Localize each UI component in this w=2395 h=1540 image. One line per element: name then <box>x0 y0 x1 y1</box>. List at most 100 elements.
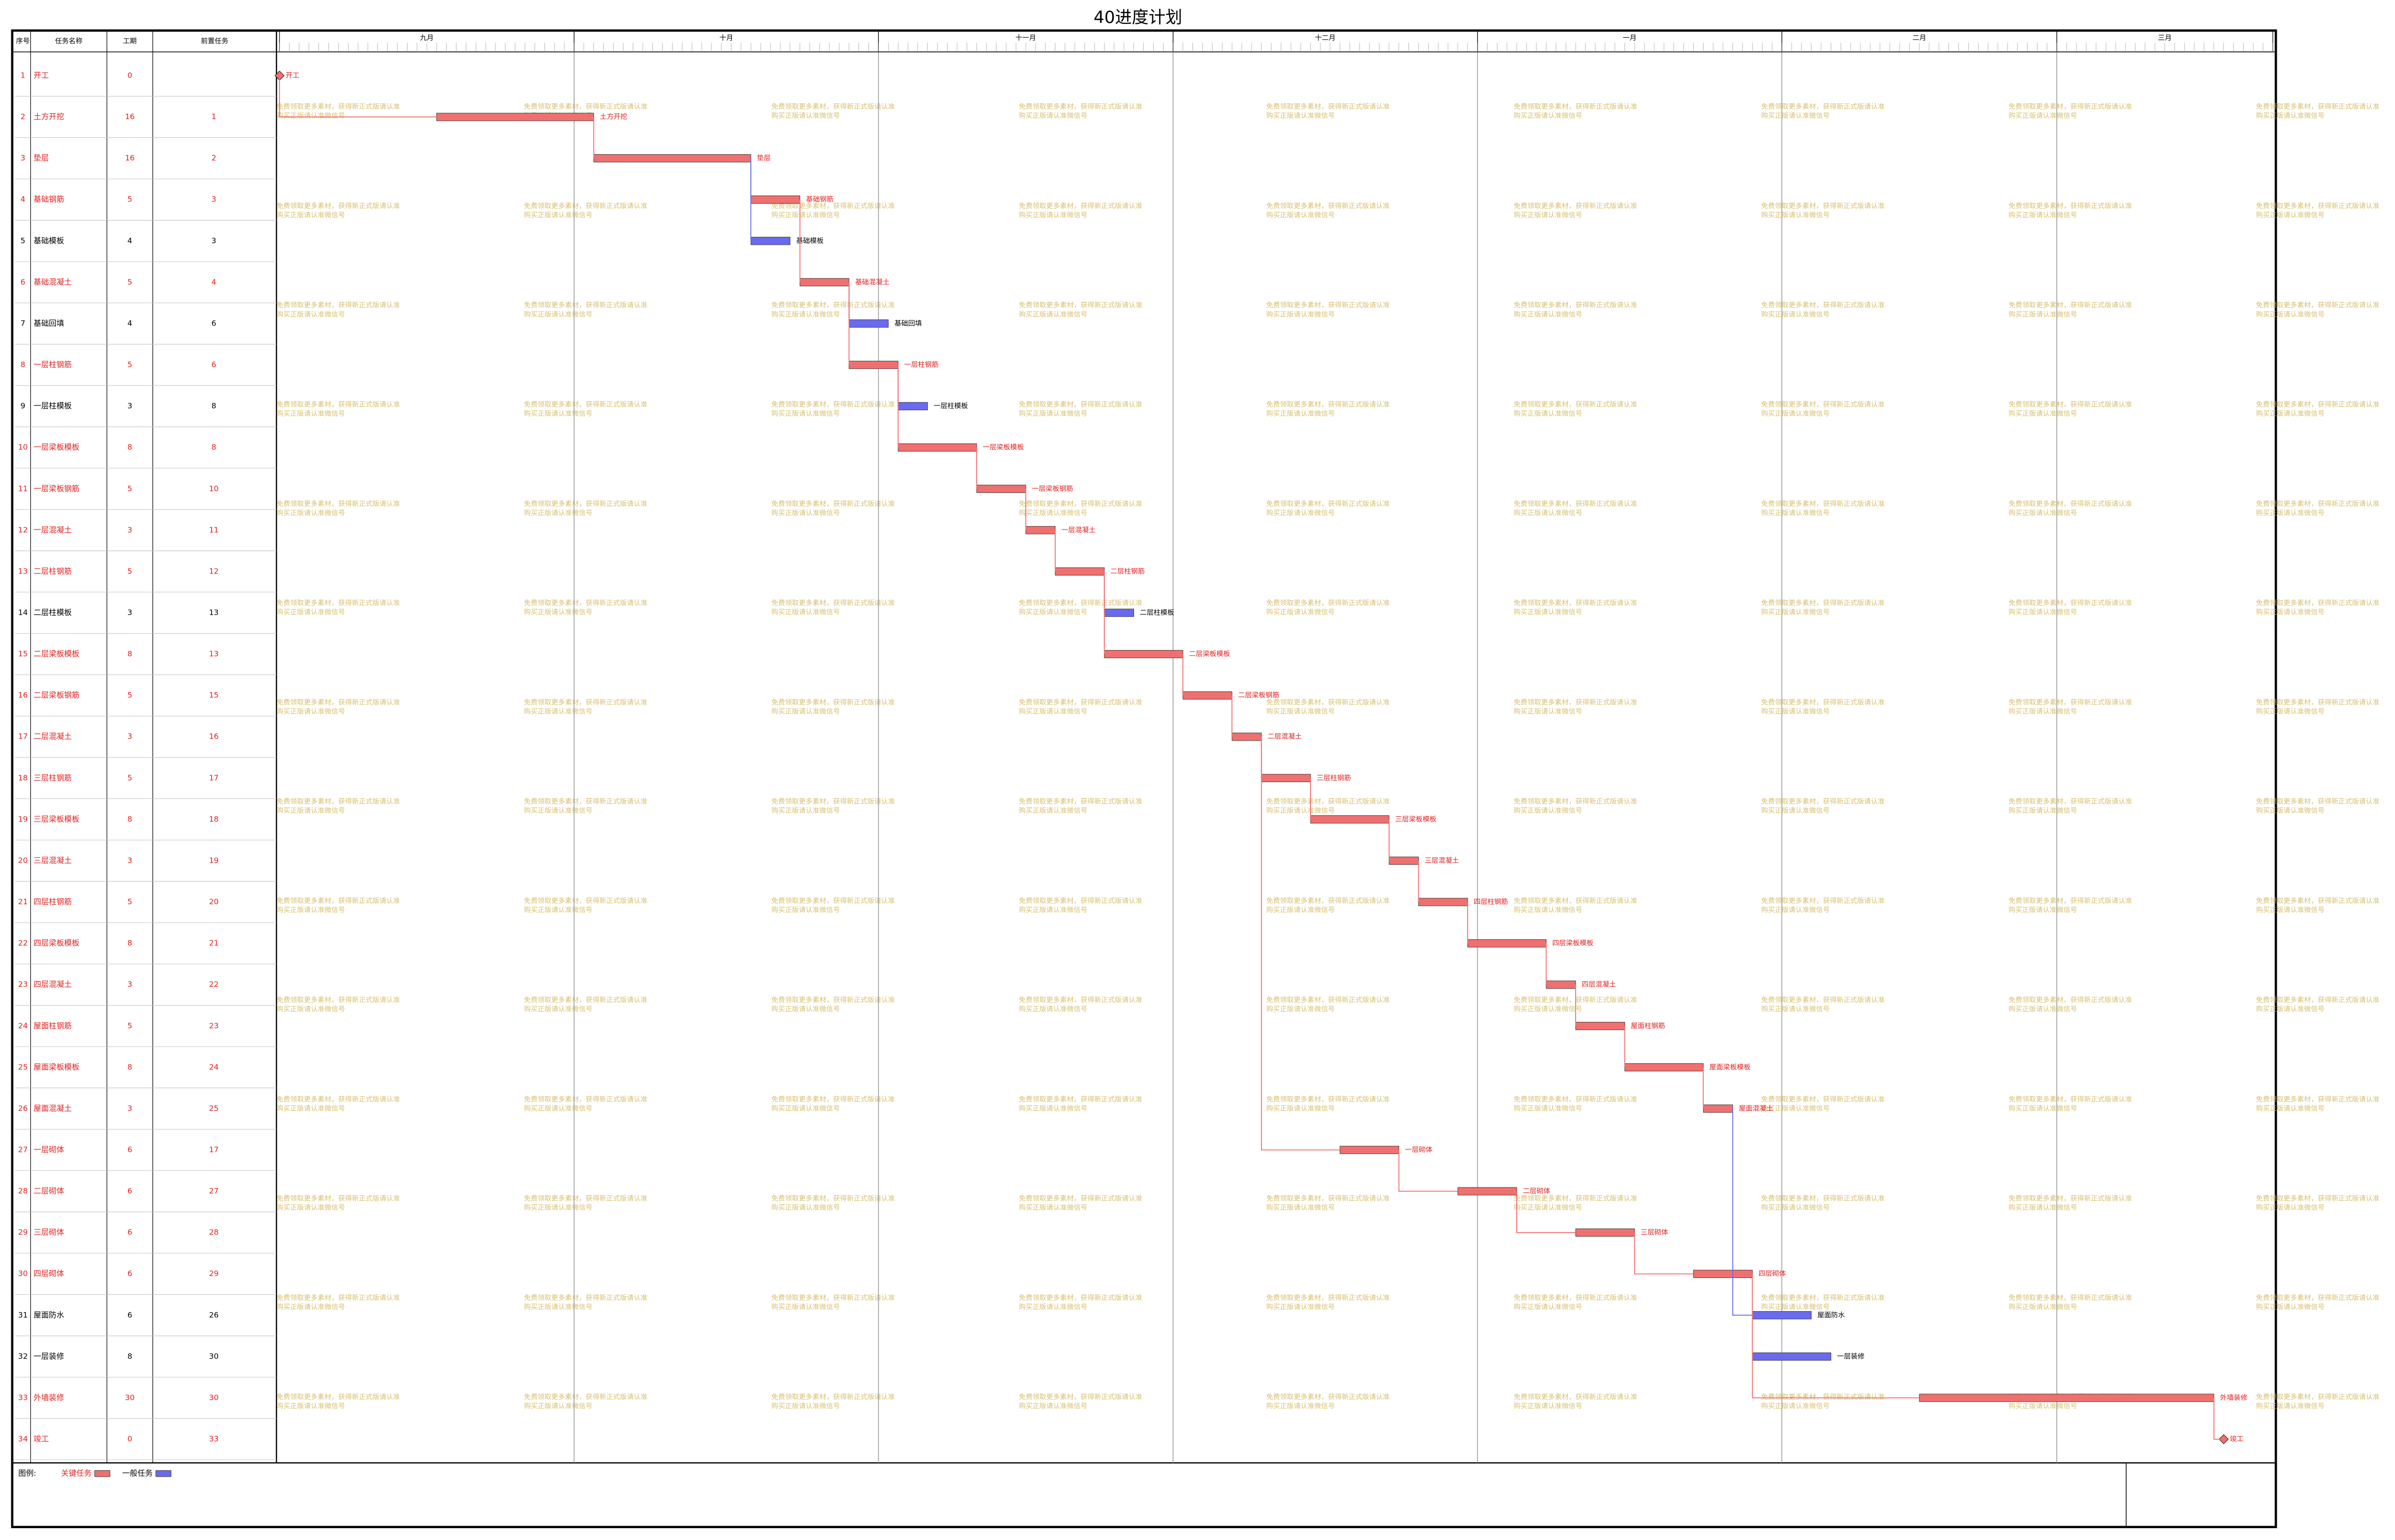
watermark: 免费领取更多素材，获得新正式版请认准 <box>1761 896 1885 905</box>
task-pred: 24 <box>209 1062 219 1071</box>
task-id: 20 <box>18 856 28 865</box>
watermark: 购买正版请认准微信号 <box>1019 410 1087 418</box>
watermark: 购买正版请认准微信号 <box>1266 410 1335 418</box>
task-name: 二层梁板钢筋 <box>34 691 80 700</box>
watermark: 购买正版请认准微信号 <box>276 609 345 616</box>
dependency-link <box>279 75 437 118</box>
watermark: 购买正版请认准微信号 <box>2256 212 2325 220</box>
watermark: 免费领取更多素材，获得新正式版请认准 <box>1019 102 1142 111</box>
watermark: 免费领取更多素材，获得新正式版请认准 <box>276 599 400 607</box>
task-duration: 6 <box>128 1187 133 1195</box>
task-duration: 5 <box>128 773 133 782</box>
bar-label: 二层柱模板 <box>1140 609 1174 616</box>
watermark: 免费领取更多素材，获得新正式版请认准 <box>2256 499 2380 508</box>
legend-label: 关键任务 <box>61 1469 92 1478</box>
watermark: 免费领取更多素材，获得新正式版请认准 <box>1761 499 1885 508</box>
watermark: 免费领取更多素材，获得新正式版请认准 <box>276 698 400 706</box>
watermark: 购买正版请认准微信号 <box>1514 906 1582 914</box>
watermark: 购买正版请认准微信号 <box>1761 310 1830 318</box>
watermark: 购买正版请认准微信号 <box>524 807 592 815</box>
task-name: 四层柱钢筋 <box>34 897 72 906</box>
task-bar <box>898 443 977 452</box>
watermark: 购买正版请认准微信号 <box>2009 212 2078 220</box>
bar-label: 垫层 <box>757 154 771 162</box>
task-name: 外墙装修 <box>34 1393 64 1402</box>
task-id: 27 <box>18 1145 28 1154</box>
task-duration: 6 <box>128 1145 133 1154</box>
dependency-link <box>1732 1108 1753 1316</box>
watermark: 购买正版请认准微信号 <box>1019 509 1087 517</box>
watermark: 购买正版请认准微信号 <box>2009 509 2078 517</box>
watermark: 购买正版请认准微信号 <box>276 212 345 220</box>
task-bar <box>1231 733 1262 741</box>
task-id: 10 <box>18 443 28 452</box>
task-name: 四层梁板模板 <box>34 939 80 948</box>
task-pred: 8 <box>211 443 216 452</box>
bar-label: 土方开挖 <box>600 113 628 121</box>
watermark: 购买正版请认准微信号 <box>1514 1006 1582 1013</box>
task-bar <box>750 237 791 245</box>
watermark: 免费领取更多素材，获得新正式版请认准 <box>1019 1393 1142 1401</box>
watermark: 免费领取更多素材，获得新正式版请认准 <box>2256 400 2380 409</box>
watermark: 购买正版请认准微信号 <box>524 707 592 715</box>
watermark: 免费领取更多素材，获得新正式版请认准 <box>1019 599 1142 607</box>
task-bar <box>1025 526 1056 534</box>
watermark: 购买正版请认准微信号 <box>2256 1204 2325 1212</box>
watermark: 购买正版请认准微信号 <box>771 310 840 318</box>
watermark: 免费领取更多素材，获得新正式版请认准 <box>1266 996 1390 1004</box>
watermark: 购买正版请认准微信号 <box>2256 609 2325 616</box>
watermark: 购买正版请认准微信号 <box>2009 310 2078 318</box>
watermark: 免费领取更多素材，获得新正式版请认准 <box>524 599 647 607</box>
task-bar <box>800 278 850 287</box>
task-bar <box>1104 609 1134 617</box>
task-name: 竣工 <box>34 1435 49 1444</box>
watermark: 免费领取更多素材，获得新正式版请认准 <box>276 797 400 806</box>
task-id: 7 <box>20 319 25 328</box>
watermark: 免费领取更多素材，获得新正式版请认准 <box>276 400 400 409</box>
task-name: 基础钢筋 <box>34 195 64 204</box>
watermark: 购买正版请认准微信号 <box>1266 1006 1335 1013</box>
watermark: 免费领取更多素材，获得新正式版请认准 <box>524 996 647 1004</box>
watermark: 购买正版请认准微信号 <box>2256 707 2325 715</box>
watermark: 购买正版请认准微信号 <box>524 1006 592 1013</box>
watermark: 购买正版请认准微信号 <box>771 707 840 715</box>
watermark: 购买正版请认准微信号 <box>1514 1104 1582 1112</box>
task-id: 33 <box>18 1393 28 1402</box>
task-duration: 8 <box>128 815 133 824</box>
task-id: 24 <box>18 1021 28 1030</box>
task-bar <box>1055 567 1105 576</box>
watermark: 免费领取更多素材，获得新正式版请认准 <box>1019 202 1142 210</box>
watermark: 免费领取更多素材，获得新正式版请认准 <box>2009 797 2132 806</box>
task-pred: 12 <box>209 567 219 575</box>
watermark: 免费领取更多素材，获得新正式版请认准 <box>1266 202 1390 210</box>
watermark: 免费领取更多素材，获得新正式版请认准 <box>1019 301 1142 309</box>
task-id: 6 <box>20 277 25 286</box>
bar-label: 四层混凝土 <box>1582 981 1616 989</box>
month-label: 二月 <box>1912 34 1926 42</box>
task-duration: 4 <box>128 319 133 328</box>
task-duration: 6 <box>128 1311 133 1320</box>
task-id: 2 <box>20 112 25 121</box>
task-bar <box>1389 856 1419 865</box>
watermark: 免费领取更多素材，获得新正式版请认准 <box>1514 400 1637 409</box>
task-duration: 5 <box>128 691 133 700</box>
watermark: 购买正版请认准微信号 <box>1266 310 1335 318</box>
task-name: 开工 <box>34 71 49 80</box>
task-pred: 11 <box>209 526 219 534</box>
watermark: 免费领取更多素材，获得新正式版请认准 <box>771 797 895 806</box>
watermark: 免费领取更多素材，获得新正式版请认准 <box>1266 499 1390 508</box>
watermark: 购买正版请认准微信号 <box>1514 1303 1582 1311</box>
watermark: 购买正版请认准微信号 <box>2009 906 2078 914</box>
watermark: 免费领取更多素材，获得新正式版请认准 <box>524 1293 647 1302</box>
task-bar <box>1546 980 1576 989</box>
watermark: 购买正版请认准微信号 <box>276 1204 345 1212</box>
watermark: 免费领取更多素材，获得新正式版请认准 <box>1761 996 1885 1004</box>
watermark: 购买正版请认准微信号 <box>2256 1006 2325 1013</box>
bar-label: 屋面梁板模板 <box>1710 1063 1751 1071</box>
task-duration: 3 <box>128 856 133 865</box>
watermark: 购买正版请认准微信号 <box>1761 1006 1830 1013</box>
watermark: 免费领取更多素材，获得新正式版请认准 <box>771 499 895 508</box>
task-name: 二层梁板模板 <box>34 650 80 659</box>
watermark: 免费领取更多素材，获得新正式版请认准 <box>771 599 895 607</box>
watermark: 购买正版请认准微信号 <box>771 1104 840 1112</box>
